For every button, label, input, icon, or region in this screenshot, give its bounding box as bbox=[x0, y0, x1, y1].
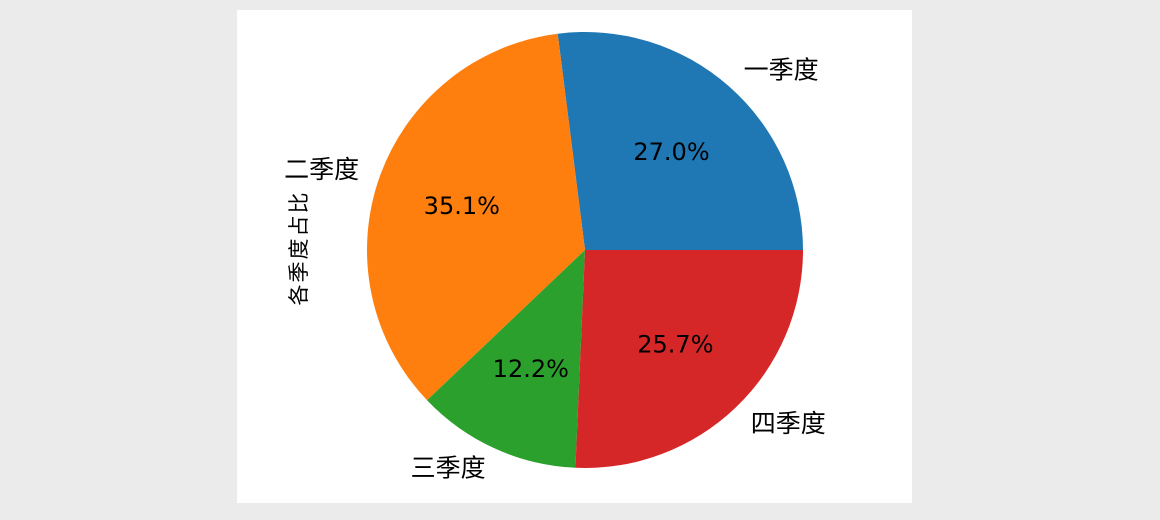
pie-slice-1 bbox=[367, 33, 585, 401]
y-axis-label: 各季度占比 bbox=[287, 190, 311, 306]
pie-slice-2 bbox=[427, 250, 585, 468]
pie-slice-label-2: 三季度 bbox=[411, 454, 486, 483]
pie-pct-label-2: 12.2% bbox=[493, 355, 569, 383]
pie-pct-label-1: 35.1% bbox=[424, 192, 500, 220]
pie-slice-label-1: 二季度 bbox=[284, 155, 359, 184]
pie-slice-0 bbox=[557, 32, 803, 250]
pie-pct-label-3: 25.7% bbox=[637, 331, 713, 359]
pie-slice-3 bbox=[575, 250, 803, 469]
pie-slice-label-0: 一季度 bbox=[744, 56, 819, 85]
pie-pct-label-0: 27.0% bbox=[633, 138, 709, 166]
pie-slice-label-3: 四季度 bbox=[751, 409, 826, 438]
